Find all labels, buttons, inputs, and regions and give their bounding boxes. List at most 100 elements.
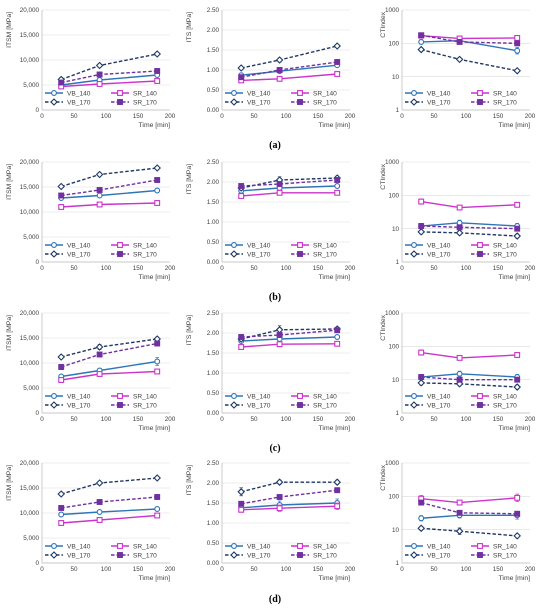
legend-marker — [410, 551, 418, 559]
series-SR_170 — [238, 327, 341, 340]
x-tick-label: 0 — [400, 416, 404, 423]
legend: VB_140 SR_140 VB_170 SR_170 — [45, 393, 157, 409]
x-axis-title: Time [min] — [319, 274, 351, 281]
y-tick-label: 10,000 — [20, 57, 40, 64]
legend-marker — [477, 552, 483, 558]
series-SR_170 — [418, 223, 521, 232]
x-tick-label: 150 — [493, 566, 504, 573]
series-line — [241, 73, 338, 82]
data-point — [418, 349, 425, 356]
legend-marker — [477, 393, 483, 399]
series-line — [421, 48, 518, 72]
series-line — [61, 370, 158, 381]
row-label: (b) — [269, 292, 281, 303]
legend: VB_140 SR_140 VB_170 SR_170 — [45, 90, 157, 106]
legend: VB_140 SR_140 VB_170 SR_170 — [405, 543, 517, 559]
x-tick-label: 100 — [101, 113, 112, 120]
series-SR_170 — [238, 59, 341, 81]
legend-label: VB_140 — [247, 393, 271, 400]
legend-marker — [297, 99, 303, 105]
series-line — [421, 225, 518, 230]
x-tick-label: 0 — [220, 265, 224, 272]
data-point — [237, 488, 245, 496]
legend-label: VB_170 — [427, 99, 451, 106]
data-point — [275, 478, 284, 486]
x-tick-label: 50 — [250, 416, 258, 423]
data-point — [334, 340, 341, 347]
legend: VB_140 SR_140 VB_170 SR_170 — [45, 242, 157, 258]
legend-label: SR_140 — [133, 543, 157, 550]
panel-d-itsm: 0 5,000 10,000 15,000 20,000 0 50 100 150 200 Time… — [6, 460, 176, 582]
y-tick-label: 20,000 — [20, 159, 40, 166]
data-point — [334, 189, 341, 196]
data-point — [417, 379, 425, 387]
y-tick-label: 100 — [388, 193, 399, 200]
legend-marker — [117, 543, 123, 549]
data-point — [58, 192, 65, 199]
data-point — [276, 67, 283, 73]
series-line — [60, 167, 158, 188]
y-tick-label: 15,000 — [20, 335, 40, 342]
data-point — [513, 532, 521, 540]
legend-marker — [117, 242, 123, 248]
series-SR_170 — [418, 32, 521, 47]
series-VB_170 — [417, 524, 521, 540]
data-point — [238, 334, 245, 340]
legend: VB_140 SR_140 VB_170 SR_170 — [405, 242, 517, 258]
data-point — [154, 68, 161, 74]
legend-label: VB_140 — [247, 90, 271, 97]
data-point — [154, 506, 161, 512]
series-line — [241, 329, 338, 338]
legend-marker — [231, 393, 237, 399]
y-tick-label: 1.00 — [207, 520, 220, 527]
y-tick-label: 10 — [392, 74, 400, 81]
data-point — [333, 478, 341, 486]
y-tick-label: 0 — [35, 410, 39, 417]
x-tick-label: 100 — [101, 265, 112, 272]
x-tick-label: 0 — [40, 566, 44, 573]
x-tick-label: 200 — [525, 566, 536, 573]
data-point — [456, 354, 463, 361]
y-tick-label: 5,000 — [23, 234, 39, 241]
y-tick-label: 0 — [35, 259, 39, 266]
x-axis-title: Time [min] — [139, 274, 171, 281]
data-point — [57, 182, 65, 191]
series-line — [241, 185, 338, 192]
legend-label: SR_140 — [133, 242, 157, 249]
data-point — [275, 326, 284, 334]
y-tick-label: 15,000 — [20, 32, 40, 39]
series-line — [61, 496, 158, 509]
y-tick-label: 1000 — [385, 7, 400, 14]
legend-label: SR_140 — [133, 393, 157, 400]
row-label: (d) — [269, 594, 281, 605]
y-tick-label: 2.00 — [207, 480, 220, 487]
legend-label: VB_170 — [247, 552, 271, 559]
series-line — [421, 222, 518, 227]
y-tick-label: 1000 — [385, 460, 400, 467]
series-SR_140 — [58, 78, 161, 90]
legend-label: VB_140 — [67, 242, 91, 249]
data-point — [154, 187, 161, 194]
data-point — [154, 512, 161, 519]
x-tick-label: 100 — [281, 113, 292, 120]
series-SR_170 — [58, 177, 161, 199]
y-tick-label: 1 — [395, 259, 399, 266]
legend-marker — [117, 393, 123, 399]
series-line — [241, 192, 338, 197]
legend-marker — [230, 250, 238, 258]
data-point — [514, 47, 521, 54]
y-tick-label: 1 — [395, 560, 399, 567]
series-line — [61, 189, 158, 199]
data-point — [334, 487, 341, 494]
y-tick-label: 0 — [35, 107, 39, 114]
x-tick-label: 200 — [165, 566, 176, 573]
data-point — [456, 224, 463, 231]
legend-marker — [117, 99, 123, 105]
legend-label: VB_170 — [67, 251, 91, 258]
y-tick-label: 100 — [388, 494, 399, 501]
legend-label: VB_140 — [427, 90, 451, 97]
data-point — [96, 371, 103, 377]
x-tick-label: 50 — [70, 265, 78, 272]
data-point — [96, 351, 103, 358]
x-tick-label: 200 — [525, 416, 536, 423]
